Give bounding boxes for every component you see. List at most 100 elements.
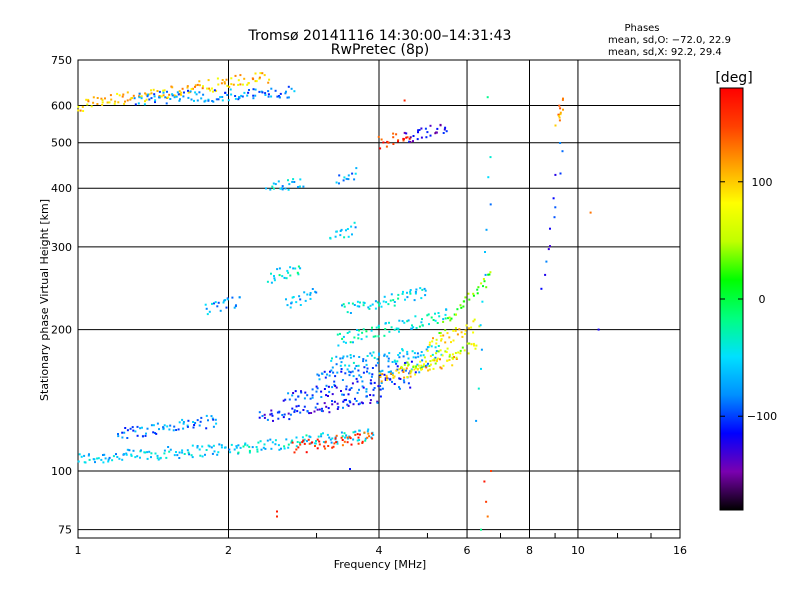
echo-point — [201, 445, 204, 448]
echo-point — [454, 352, 457, 354]
echo-point — [376, 358, 379, 361]
echo-point — [416, 352, 419, 355]
echo-point — [316, 387, 319, 390]
echo-point — [145, 98, 148, 101]
echo-point — [181, 449, 184, 452]
echo-point — [412, 366, 415, 368]
echo-point — [196, 445, 199, 447]
echo-point — [399, 378, 402, 380]
echo-point — [342, 406, 344, 409]
echo-point — [122, 93, 125, 96]
echo-point — [467, 292, 470, 295]
echo-point — [385, 145, 388, 148]
echo-point — [196, 83, 199, 86]
echo-point — [108, 101, 111, 104]
echo-point — [323, 370, 326, 373]
echo-point — [342, 393, 345, 396]
echo-point — [221, 79, 224, 81]
echo-point — [365, 390, 368, 393]
echo-point — [434, 312, 436, 315]
echo-point — [97, 457, 100, 460]
colorbar-tick-label: 100 — [752, 176, 773, 189]
echo-point — [244, 443, 246, 446]
echo-point — [211, 87, 213, 90]
echo-point — [198, 424, 201, 427]
echo-point — [190, 88, 193, 90]
echo-point — [342, 335, 345, 338]
echo-point — [325, 394, 328, 397]
echo-point — [353, 178, 356, 181]
echo-point — [448, 358, 451, 361]
echo-point — [276, 268, 279, 271]
echo-point — [466, 342, 469, 345]
echo-point — [146, 451, 149, 454]
echo-point — [316, 402, 319, 405]
echo-point — [234, 95, 237, 97]
echo-point — [292, 392, 295, 394]
grid-lines — [78, 59, 680, 538]
echo-point — [366, 367, 369, 370]
echo-point — [316, 408, 319, 411]
echo-point — [436, 360, 438, 363]
echo-point — [410, 368, 413, 371]
echo-point — [398, 368, 401, 371]
colorbar-tick-label: 0 — [759, 293, 766, 306]
echo-point — [559, 142, 562, 144]
echo-point — [237, 451, 240, 454]
echo-point — [187, 89, 189, 92]
echo-point — [420, 364, 423, 367]
echo-point — [311, 441, 314, 444]
echo-point — [561, 98, 564, 101]
echo-point — [352, 361, 355, 364]
echo-point — [211, 302, 213, 305]
echo-point — [404, 298, 406, 301]
echo-point — [241, 83, 244, 86]
y-axis-label: Stationary phase Virtual Height [km] — [38, 199, 51, 401]
echo-point — [406, 376, 409, 378]
echo-point — [375, 326, 378, 329]
echo-point — [480, 282, 483, 285]
echo-point — [263, 74, 266, 77]
echo-point — [286, 96, 289, 99]
echo-point — [489, 271, 492, 274]
y-tick-label: 200 — [51, 324, 72, 337]
echo-point — [204, 99, 207, 102]
echo-point — [195, 93, 198, 96]
echo-point — [383, 373, 386, 376]
echo-point — [285, 277, 288, 280]
echo-point — [283, 447, 286, 450]
echo-point — [352, 431, 355, 434]
echo-point — [480, 348, 483, 351]
echo-point — [309, 293, 312, 296]
echo-point — [421, 288, 424, 291]
echo-point — [440, 353, 443, 356]
echo-point — [429, 134, 432, 137]
echo-point — [340, 370, 343, 373]
echo-point — [130, 454, 133, 457]
echo-point — [190, 454, 193, 457]
echo-point — [316, 438, 319, 441]
echo-point — [559, 107, 562, 110]
echo-point — [431, 340, 434, 343]
echo-point — [248, 449, 251, 452]
echo-point — [201, 87, 204, 90]
echo-point — [165, 456, 168, 459]
echo-point — [299, 178, 302, 181]
echo-point — [252, 78, 255, 81]
echo-point — [78, 453, 81, 456]
echo-point — [325, 384, 328, 387]
echo-point — [290, 441, 293, 444]
echo-point — [408, 140, 411, 143]
echo-point — [96, 457, 99, 460]
echo-point — [393, 301, 396, 303]
echo-point — [337, 406, 340, 409]
echo-point — [455, 313, 457, 316]
echo-point — [223, 82, 226, 85]
echo-point — [409, 386, 412, 389]
echo-point — [318, 443, 321, 446]
echo-point — [409, 375, 412, 378]
echo-point — [331, 437, 334, 440]
echo-point — [216, 77, 219, 80]
echo-point — [205, 449, 208, 451]
echo-point — [200, 416, 203, 419]
